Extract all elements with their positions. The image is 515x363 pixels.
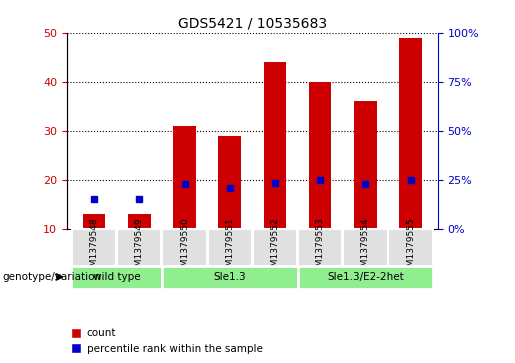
Text: genotype/variation: genotype/variation [3, 272, 101, 282]
Title: GDS5421 / 10535683: GDS5421 / 10535683 [178, 16, 327, 30]
Bar [399, 37, 422, 229]
Bar [388, 229, 433, 267]
Bar [162, 229, 207, 267]
Bar [72, 266, 162, 289]
Text: GSM1379555: GSM1379555 [406, 217, 415, 278]
Bar [264, 62, 286, 229]
Bar [298, 266, 433, 289]
Text: GSM1379552: GSM1379552 [270, 217, 280, 278]
Bar [83, 214, 106, 229]
Text: GSM1379553: GSM1379553 [316, 217, 324, 278]
Text: wild type: wild type [93, 272, 141, 282]
Bar [208, 229, 252, 267]
Bar [173, 126, 196, 229]
Legend: count, percentile rank within the sample: count, percentile rank within the sample [67, 324, 267, 358]
Bar [218, 135, 241, 229]
Text: GSM1379549: GSM1379549 [135, 217, 144, 278]
Bar [162, 266, 298, 289]
Text: GSM1379554: GSM1379554 [361, 217, 370, 278]
Bar [309, 82, 332, 229]
Bar [128, 214, 150, 229]
Bar [253, 229, 297, 267]
Text: GSM1379550: GSM1379550 [180, 217, 189, 278]
Bar [343, 229, 388, 267]
Bar [298, 229, 342, 267]
Text: Sle1.3: Sle1.3 [213, 272, 246, 282]
Text: GSM1379551: GSM1379551 [225, 217, 234, 278]
Bar [117, 229, 162, 267]
Text: GSM1379548: GSM1379548 [90, 217, 98, 278]
Bar [72, 229, 116, 267]
Text: Sle1.3/E2-2het: Sle1.3/E2-2het [327, 272, 404, 282]
Bar [354, 101, 376, 229]
